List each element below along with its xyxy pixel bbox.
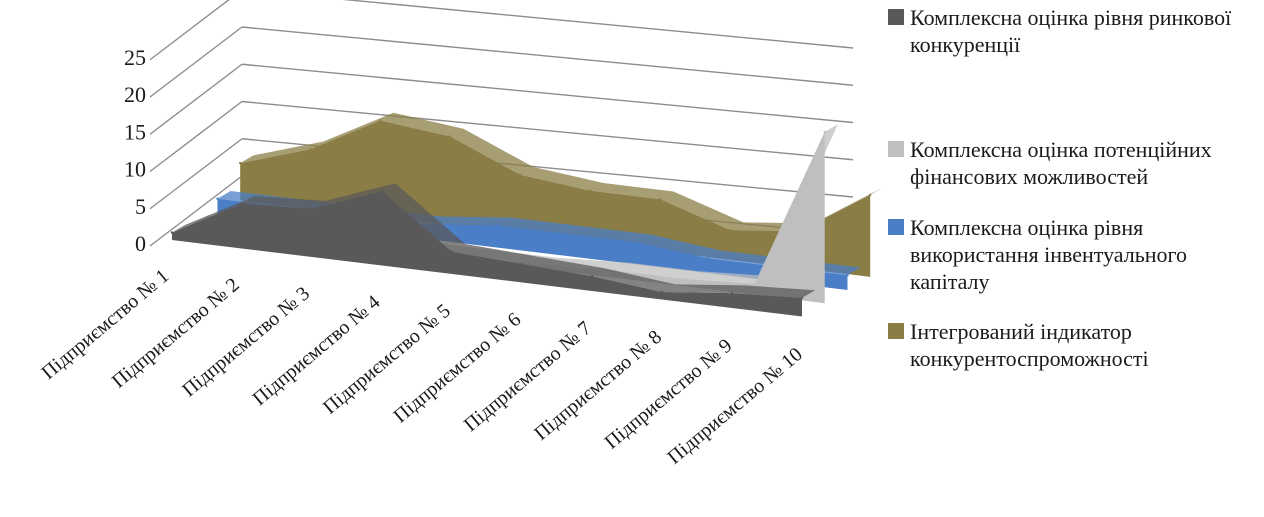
- series-2-point-7: [636, 240, 639, 244]
- series-0-point-7: [590, 274, 594, 278]
- y-tick-label: 20: [124, 82, 146, 107]
- legend-item-inventive-capital: Комплексна оцінка рівня використання інв…: [888, 214, 1260, 295]
- legend-label: Комплексна оцінка рівня ринкової конкуре…: [910, 5, 1232, 57]
- gridline-back: [241, 100, 854, 161]
- series-1-point-8: [683, 277, 686, 281]
- legend-swatch: [888, 9, 904, 25]
- legend-item-financial-capabilities: Комплексна оцінка потенційних фінансових…: [888, 136, 1260, 190]
- series-2-point-5: [496, 223, 499, 227]
- series-3-point-7: [659, 197, 662, 201]
- series-0-point-8: [660, 290, 664, 294]
- series-3-point-5: [519, 173, 522, 176]
- series-3-point-2: [309, 148, 312, 151]
- gridline-back: [241, 63, 854, 124]
- gridline-left: [149, 63, 243, 135]
- series-0-roof: [172, 183, 816, 298]
- y-tick-label: 0: [135, 231, 146, 256]
- series-2-point-8: [706, 256, 709, 260]
- legend-label: Інтегрований індикатор конкурентоспромож…: [910, 319, 1149, 371]
- gridline-back: [342, 0, 854, 49]
- series-2-point-6: [566, 232, 569, 235]
- series-0-point-9: [730, 291, 734, 295]
- legend-swatch: [888, 323, 904, 339]
- gridline-left: [149, 175, 243, 247]
- series-1-point-9: [753, 282, 756, 285]
- y-tick-label: 10: [124, 157, 146, 182]
- gridline-left: [149, 100, 243, 173]
- series-0-point-5: [450, 250, 454, 253]
- y-tick-label: 5: [135, 194, 146, 219]
- x-tick-label-10: Підприємство № 10: [663, 343, 806, 468]
- series-1-point-10: [823, 130, 826, 134]
- series-0-point-4: [380, 189, 384, 193]
- series-3-point-10: [869, 193, 872, 197]
- series-0-area: [172, 191, 802, 317]
- legend-item-market-competition: Комплексна оцінка рівня ринкової конкуре…: [888, 4, 1260, 58]
- series-3-point-4: [449, 135, 452, 138]
- legend-swatch: [888, 141, 904, 157]
- legend-swatch: [888, 219, 904, 235]
- series-3-point-3: [379, 119, 382, 122]
- series-3-area: [240, 120, 871, 277]
- series-3-point-1: [239, 161, 242, 165]
- series-3-point-8: [729, 228, 732, 232]
- y-tick-label: 15: [124, 119, 146, 144]
- series-0-point-1: [170, 231, 174, 234]
- gridline-left: [149, 26, 243, 98]
- series-2-point-10: [846, 273, 849, 277]
- series-0-point-10: [800, 296, 804, 300]
- gridline-left: [149, 138, 243, 210]
- series-3-point-6: [589, 189, 592, 192]
- series-0-point-6: [520, 262, 524, 266]
- legend-item-integrated-indicator: Інтегрований індикатор конкурентоспромож…: [888, 318, 1260, 372]
- series-0-point-3: [310, 207, 314, 210]
- series-0-point-2: [240, 202, 244, 205]
- series-1-area: [194, 131, 825, 304]
- series-2-point-1: [216, 197, 219, 200]
- legend-label: Комплексна оцінка потенційних фінансових…: [910, 137, 1212, 189]
- gridline-left: [149, 0, 230, 61]
- y-tick-label: 25: [124, 45, 146, 70]
- gridline-back: [241, 26, 854, 86]
- chart-series-layer: [170, 112, 884, 317]
- legend-label: Комплексна оцінка рівня використання інв…: [910, 215, 1188, 294]
